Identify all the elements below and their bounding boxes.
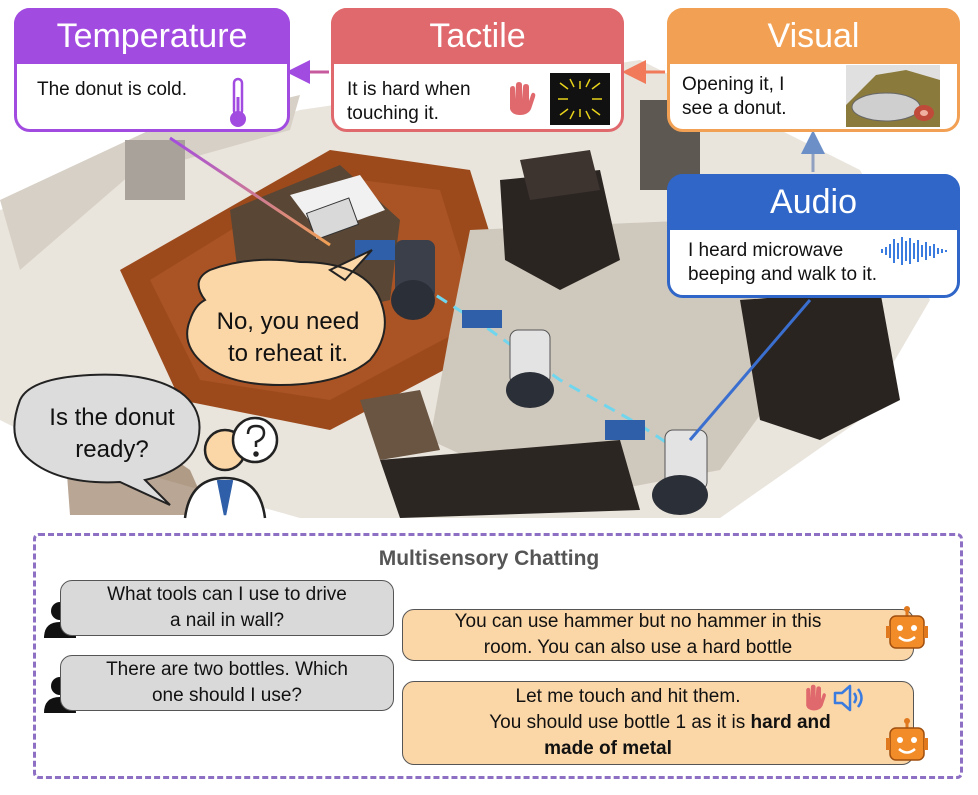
robot-trajectory <box>419 283 671 447</box>
chat-message-robot-2-bold1: hard and <box>750 712 831 733</box>
visual-card: Visual Opening it, I see a donut. <box>667 8 960 132</box>
chat-message-user-2-line1: There are two bottles. Which <box>106 659 348 680</box>
chat-message-user-2-line2: one should I use? <box>151 685 302 706</box>
speaker-icon <box>833 684 863 712</box>
chat-message-robot-2-bold2: made of metal <box>544 738 672 759</box>
tactile-image-icon <box>550 73 610 125</box>
sound-wave-icon <box>881 237 947 265</box>
tactile-card: Tactile It is hard when touching it. <box>331 8 624 132</box>
temperature-card-title: Temperature <box>14 8 290 64</box>
robot-face-icon <box>886 718 928 761</box>
robot-reply-line2: to reheat it. <box>227 340 349 367</box>
audio-card-title: Audio <box>667 174 960 230</box>
chat-message-user-2: There are two bottles. Which one should … <box>60 655 394 711</box>
robot-speech-bubble <box>186 249 386 387</box>
tactile-card-text: It is hard when touching it. <box>347 78 471 126</box>
robot-reply-line1: No, you need <box>216 308 360 335</box>
temperature-card-text: The donut is cold. <box>37 79 187 100</box>
robot-3 <box>605 420 708 515</box>
chat-title: Multisensory Chatting <box>378 547 600 570</box>
human-question-line2: ready? <box>75 436 149 463</box>
chat-message-robot-1: You can use hammer but no hammer in this… <box>402 609 914 661</box>
human-question-line1: Is the donut <box>49 404 175 431</box>
visual-card-title: Visual <box>667 8 960 64</box>
human-speech-bubble <box>13 373 201 506</box>
multisensory-chat-panel <box>33 533 963 779</box>
line-audio-to-robot <box>688 299 812 441</box>
chat-message-robot-1-line2: room. You can also use a hard bottle <box>483 637 793 658</box>
sofa-bottom <box>380 440 640 518</box>
armchair-back <box>520 150 600 200</box>
robot-reply-text: No, you need to reheat it. <box>198 306 378 370</box>
chat-message-user-1: What tools can I use to drive a nail in … <box>60 580 394 636</box>
audio-card: Audio I heard microwave beeping and walk… <box>667 174 960 298</box>
robot-2 <box>462 310 554 408</box>
visual-card-text: Opening it, I see a donut. <box>682 73 787 121</box>
audio-card-line1: I heard microwave <box>688 240 844 261</box>
chat-message-user-1-line2: a nail in wall? <box>169 610 285 631</box>
tactile-card-line2: touching it. <box>347 103 439 124</box>
audio-card-line2: beeping and walk to it. <box>688 264 878 285</box>
person-question-icon <box>183 416 279 519</box>
hand-icon <box>510 82 536 115</box>
side-table <box>360 390 440 460</box>
line-temperature-to-counter <box>169 136 331 247</box>
tactile-card-title: Tactile <box>331 8 624 64</box>
tactile-card-line1: It is hard when <box>347 79 471 100</box>
cabinet <box>125 140 185 200</box>
thermometer-icon <box>230 77 246 127</box>
donut-photo-icon <box>846 65 940 127</box>
chat-message-robot-2-line2: You should use bottle 1 as it is <box>489 712 746 733</box>
audio-card-text: I heard microwave beeping and walk to it… <box>688 239 877 287</box>
chat-message-robot-2: Let me touch and hit them. You should us… <box>402 681 914 765</box>
robot-1 <box>355 240 435 320</box>
chat-message-user-1-line1: What tools can I use to drive <box>107 584 347 605</box>
robot-face-icon <box>886 606 928 649</box>
temperature-card: Temperature The donut is cold. <box>14 8 290 132</box>
hand-icon <box>806 684 826 711</box>
chat-message-robot-2-line1: Let me touch and hit them. <box>515 686 741 707</box>
chat-message-robot-1-line1: You can use hammer but no hammer in this <box>454 611 822 632</box>
left-wall <box>0 95 300 270</box>
microwave <box>305 197 360 241</box>
human-question-text: Is the donut ready? <box>22 402 202 466</box>
visual-card-line2: see a donut. <box>682 98 787 119</box>
sofa-right <box>740 290 900 440</box>
visual-card-line1: Opening it, I <box>682 74 785 95</box>
